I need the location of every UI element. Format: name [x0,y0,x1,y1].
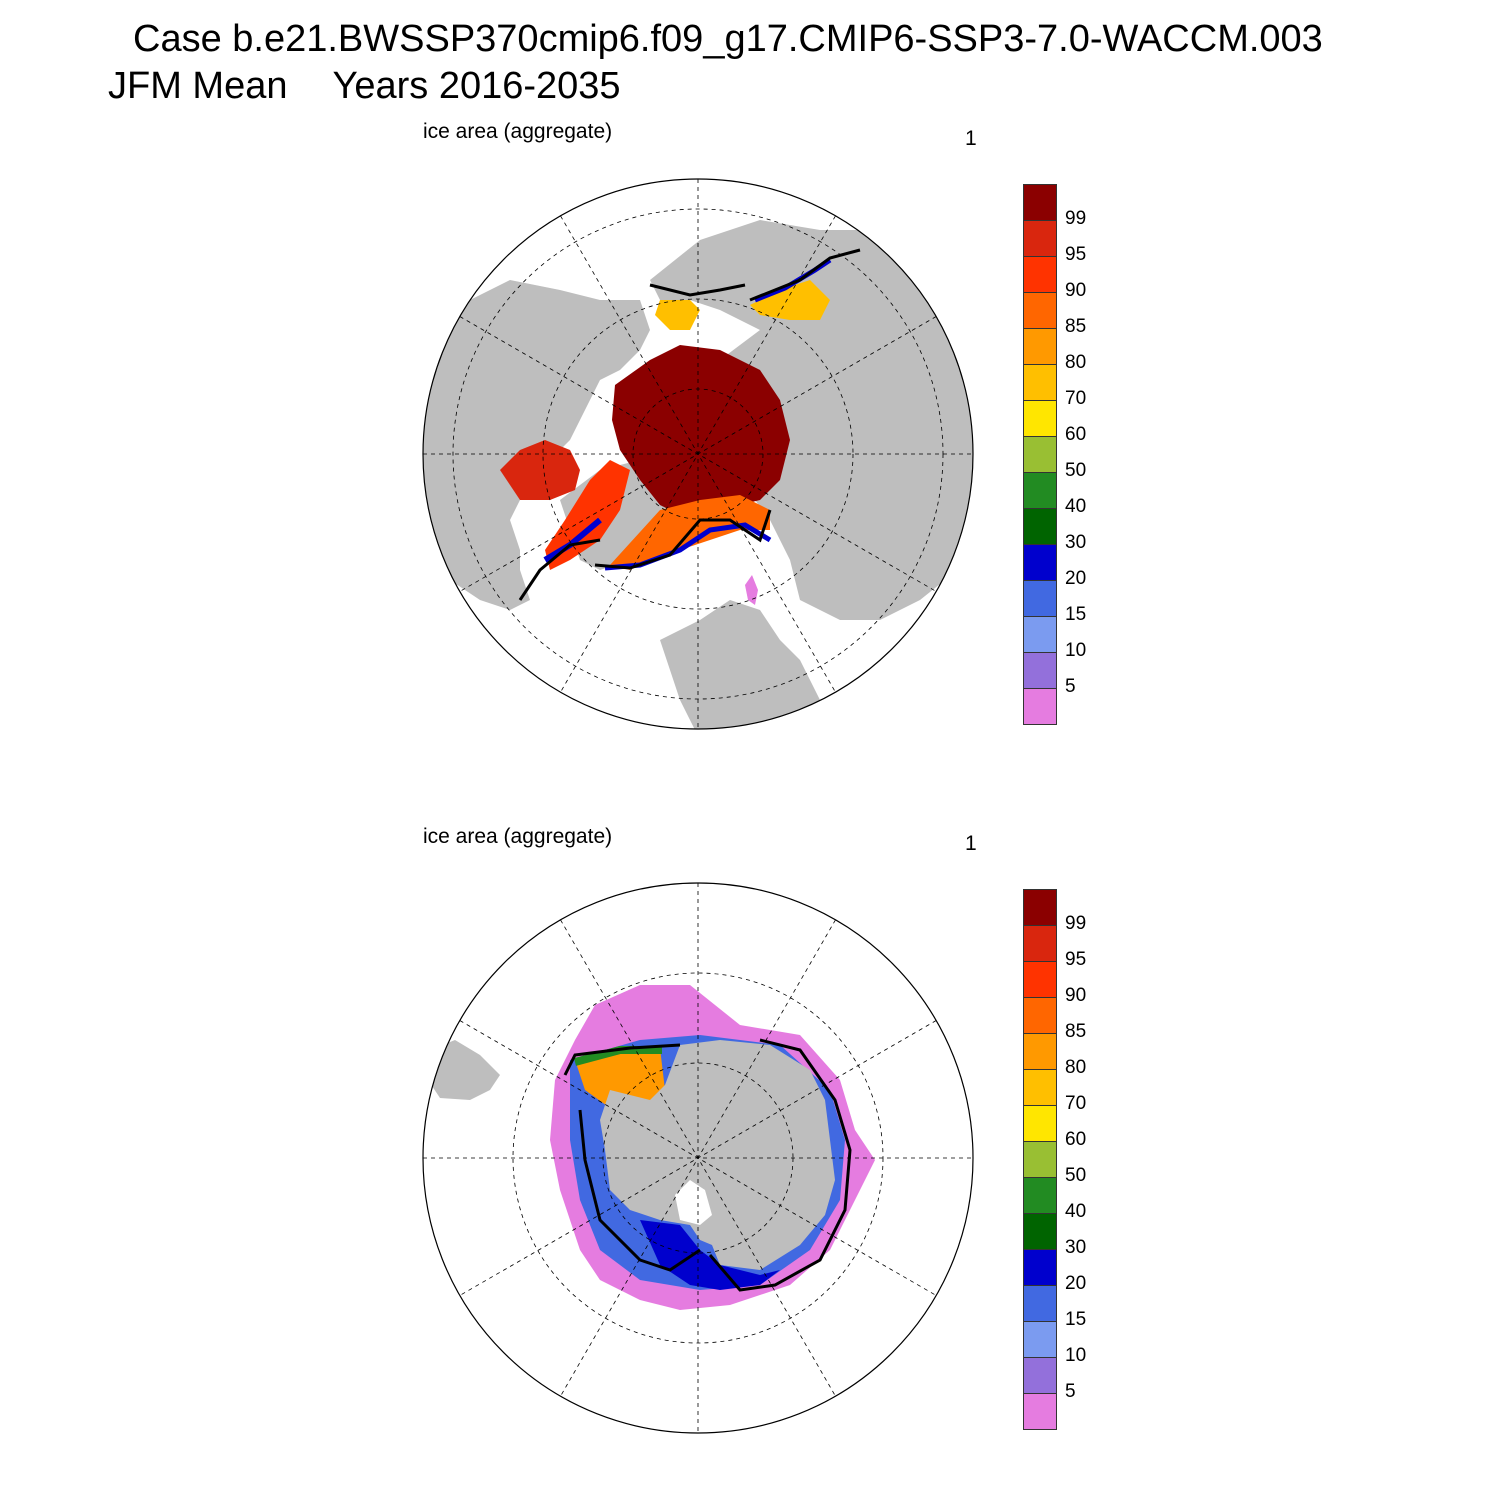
colorbar-swatch [1023,436,1057,473]
colorbar-swatch [1023,508,1057,545]
ross-ice-shelf [675,1180,712,1225]
colorbar-label: 85 [1065,316,1087,337]
colorbar-swatch [1023,1141,1057,1178]
north-ice-okhotsk [750,280,830,320]
south-map-border [422,882,974,1434]
colorbar-label: 5 [1065,676,1076,697]
colorbar-swatch [1023,688,1057,725]
south-america-tip-land [428,1040,500,1100]
south-observed-ice-edge [563,1038,852,1292]
south-graticule [423,883,973,1433]
colorbar-label: 20 [1065,1273,1087,1294]
colorbar-label: 40 [1065,496,1087,517]
north-ice-core [612,345,790,520]
colorbar-swatch [1023,544,1057,581]
colorbar-swatch [1023,580,1057,617]
colorbar-swatch [1023,1285,1057,1322]
colorbar-swatch [1023,184,1057,221]
colorbar-label: 40 [1065,1201,1087,1222]
colorbar-swatch [1023,364,1057,401]
colorbar-label: 95 [1065,949,1087,970]
colorbar-label: 90 [1065,985,1087,1006]
colorbar-swatch [1023,220,1057,257]
colorbar-swatch [1023,1321,1057,1358]
colorbar-swatch [1023,889,1057,926]
colorbar-label: 99 [1065,913,1087,934]
colorbar-label: 99 [1065,208,1087,229]
colorbar-label: 30 [1065,1237,1087,1258]
north-america-land [423,280,650,610]
colorbar-label: 20 [1065,568,1087,589]
colorbar-swatch [1023,961,1057,998]
north-graticule [423,179,973,729]
colorbar-label: 50 [1065,460,1087,481]
colorbar-swatch [1023,616,1057,653]
colorbar-label: 80 [1065,352,1087,373]
colorbar-swatch [1023,652,1057,689]
sub-title: JFM Mean Years 2016-2035 [108,65,621,108]
colorbar-label: 60 [1065,424,1087,445]
colorbar-label: 70 [1065,1093,1087,1114]
north-panel-label: ice area (aggregate) [423,120,613,143]
colorbar-swatch [1023,1033,1057,1070]
colorbar-swatch [1023,1177,1057,1214]
colorbar-swatch [1023,925,1057,962]
main-title: Case b.e21.BWSSP370cmip6.f09_g17.CMIP6-S… [133,18,1323,60]
south-panel-number: 1 [965,832,977,855]
south-polar-map [422,882,974,1434]
colorbar-swatch [1023,1249,1057,1286]
colorbar-label: 10 [1065,640,1087,661]
colorbar-swatch [1023,292,1057,329]
colorbar-label: 60 [1065,1129,1087,1150]
colorbar-label: 5 [1065,1381,1076,1402]
colorbar-label: 30 [1065,532,1087,553]
colorbar-swatch [1023,1069,1057,1106]
colorbar-swatch [1023,1213,1057,1250]
south-panel-label: ice area (aggregate) [423,825,613,848]
colorbar-swatch [1023,997,1057,1034]
north-ice-bering [655,300,700,330]
colorbar-label: 15 [1065,1309,1087,1330]
ross-ice [640,1220,780,1290]
colorbar-swatch [1023,400,1057,437]
colorbar-swatch [1023,1357,1057,1394]
colorbar-label: 50 [1065,1165,1087,1186]
colorbar-label: 10 [1065,1345,1087,1366]
weddell-ice [575,1048,665,1110]
north-panel-number: 1 [965,127,977,150]
colorbar-swatch [1023,328,1057,365]
north-ice-baltic [745,575,758,605]
europe-land [660,600,820,729]
years-label: Years 2016-2035 [332,65,621,107]
colorbar-label: 90 [1065,280,1087,301]
colorbar-label: 70 [1065,388,1087,409]
colorbar-label: 85 [1065,1021,1087,1042]
colorbar-swatch [1023,1105,1057,1142]
north-ice-hudson [500,440,580,500]
north-ice-baffin [545,460,630,570]
season-label: JFM Mean [108,65,288,107]
colorbar-label: 80 [1065,1057,1087,1078]
north-map-border [422,178,974,730]
north-polar-map [422,178,974,730]
asia-land [650,220,973,620]
colorbar-swatch [1023,1393,1057,1430]
colorbar-label: 15 [1065,604,1087,625]
colorbar-label: 95 [1065,244,1087,265]
colorbar-swatch [1023,256,1057,293]
north-observed-ice-edge [518,248,861,601]
colorbar-swatch [1023,472,1057,509]
